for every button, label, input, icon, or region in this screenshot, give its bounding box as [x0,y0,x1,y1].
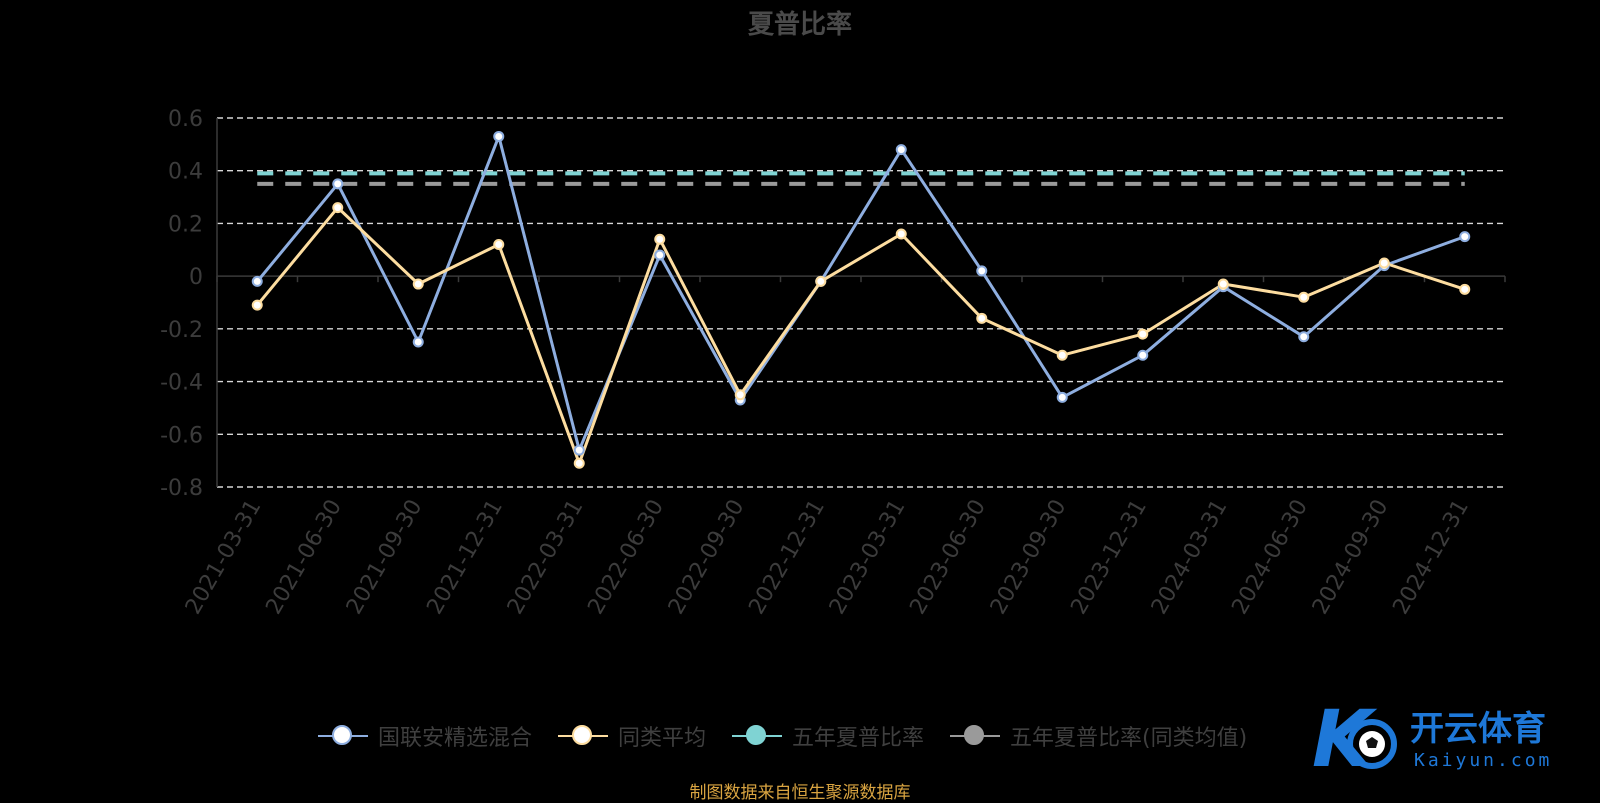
data-point-peer_avg[interactable] [977,314,986,323]
legend-label: 同类平均 [618,720,706,752]
data-point-peer_avg[interactable] [414,280,423,289]
data-point-peer_avg[interactable] [1299,293,1308,302]
legend-marker-icon [950,721,1000,751]
series-line-peer_avg [257,208,1465,464]
legend-item-five_year_peer[interactable]: 五年夏普比率(同类均值) [950,720,1247,752]
data-point-fund[interactable] [1460,232,1469,241]
data-point-peer_avg[interactable] [736,390,745,399]
legend-marker-icon [318,721,368,751]
data-point-fund[interactable] [1138,351,1147,360]
data-point-fund[interactable] [333,179,342,188]
x-tick-label: 2021-12-31 [422,496,508,619]
x-tick-label: 2023-09-30 [986,496,1072,619]
y-tick-label: -0.8 [160,476,203,501]
data-point-peer_avg[interactable] [897,229,906,238]
x-tick-label: 2024-06-30 [1227,496,1313,619]
legend-item-fund[interactable]: 国联安精选混合 [318,720,532,752]
x-tick-label: 2023-06-30 [905,496,991,619]
x-tick-label: 2024-09-30 [1308,496,1394,619]
data-point-peer_avg[interactable] [253,301,262,310]
data-point-fund[interactable] [494,132,503,141]
data-point-peer_avg[interactable] [1219,280,1228,289]
x-tick-label: 2024-12-31 [1388,496,1474,619]
reference-lines [257,173,1465,184]
x-tick-label: 2022-12-31 [744,496,830,619]
data-point-peer_avg[interactable] [816,277,825,286]
data-point-peer_avg[interactable] [575,459,584,468]
data-point-fund[interactable] [977,266,986,275]
y-tick-label: 0.2 [168,212,203,237]
brand-logo: K 开云体育 Kaiyun.com [1310,698,1600,788]
y-tick-label: 0 [189,265,203,290]
legend-item-five_year[interactable]: 五年夏普比率 [732,720,924,752]
data-point-peer_avg[interactable] [1058,351,1067,360]
y-tick-label: -0.6 [160,423,203,448]
legend-label: 国联安精选混合 [378,720,532,752]
data-point-fund[interactable] [897,145,906,154]
y-tick-label: -0.4 [160,371,203,396]
y-tick-label: -0.2 [160,318,203,343]
chart-legend: 国联安精选混合 同类平均 五年夏普比率 五年夏普比率(同类均值) [318,720,1247,752]
data-point-peer_avg[interactable] [1138,330,1147,339]
data-point-peer_avg[interactable] [494,240,503,249]
legend-item-peer_avg[interactable]: 同类平均 [558,720,706,752]
x-tick-label: 2021-03-31 [181,496,267,619]
data-point-fund[interactable] [575,446,584,455]
data-point-peer_avg[interactable] [655,235,664,244]
x-tick-label: 2022-03-31 [503,496,589,619]
data-point-fund[interactable] [655,251,664,260]
data-point-fund[interactable] [1299,332,1308,341]
x-tick-label: 2021-09-30 [342,496,428,619]
legend-marker-icon [558,721,608,751]
x-tick-label: 2023-03-31 [825,496,911,619]
x-tick-label: 2022-09-30 [664,496,750,619]
data-point-peer_avg[interactable] [1380,258,1389,267]
data-point-peer_avg[interactable] [333,203,342,212]
y-tick-label: 0.4 [168,160,203,185]
y-tick-label: 0.6 [168,107,203,132]
x-tick-label: 2021-06-30 [261,496,347,619]
logo-domain: Kaiyun.com [1414,750,1552,771]
x-tick-label: 2022-06-30 [583,496,669,619]
x-tick-label: 2024-03-31 [1147,496,1233,619]
legend-marker-icon [732,721,782,751]
data-point-fund[interactable] [253,277,262,286]
data-point-peer_avg[interactable] [1460,285,1469,294]
data-point-fund[interactable] [1058,393,1067,402]
logo-name: 开云体育 [1410,709,1546,749]
x-tick-label: 2023-12-31 [1066,496,1152,619]
legend-label: 五年夏普比率 [792,720,924,752]
data-point-fund[interactable] [414,338,423,347]
legend-label: 五年夏普比率(同类均值) [1010,720,1247,752]
